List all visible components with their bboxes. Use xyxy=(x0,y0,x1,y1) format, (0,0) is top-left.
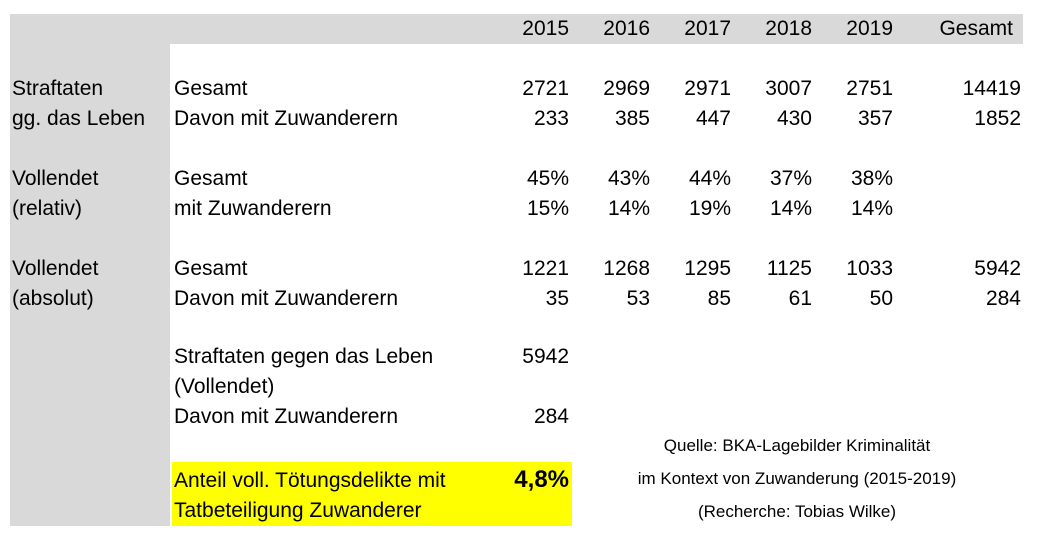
row-label: Gesamt xyxy=(174,257,248,280)
source-line: im Kontext von Zuwanderung (2015-2019) xyxy=(637,469,957,488)
total-cell: 14419 xyxy=(962,77,1021,100)
row-label: Gesamt xyxy=(174,167,248,190)
section-label: Vollendet xyxy=(12,257,99,280)
year-header: 2016 xyxy=(603,17,650,40)
highlight-label: Tatbeteiligung Zuwanderer xyxy=(174,499,422,522)
summary-label: (Vollendet) xyxy=(174,375,275,398)
table-cell: 1033 xyxy=(846,257,893,280)
row-label: Gesamt xyxy=(174,77,248,100)
table-cell: 2721 xyxy=(522,77,569,100)
table-cell: 35 xyxy=(545,287,569,310)
total-cell: 5942 xyxy=(974,257,1021,280)
total-cell: 284 xyxy=(985,287,1021,310)
table-cell: 43% xyxy=(607,167,650,190)
year-header: 2017 xyxy=(684,17,731,40)
highlight-value: 4,8% xyxy=(514,466,569,493)
table-cell: 1268 xyxy=(603,257,650,280)
table-cell: 233 xyxy=(533,107,569,130)
table-cell: 14% xyxy=(850,197,893,220)
summary-label: Straftaten gegen das Leben xyxy=(174,345,434,368)
summary-value: 284 xyxy=(533,405,569,428)
table-cell: 37% xyxy=(769,167,812,190)
row-label: Davon mit Zuwanderern xyxy=(174,107,399,130)
table-cell: 1125 xyxy=(766,257,812,280)
summary-label: Davon mit Zuwanderern xyxy=(174,405,399,428)
table-cell: 14% xyxy=(769,197,812,220)
highlight-cell-background xyxy=(172,462,572,526)
year-header: 2019 xyxy=(846,17,893,40)
table-cell: 14% xyxy=(607,197,650,220)
table-cell: 61 xyxy=(788,287,812,310)
table-cell: 357 xyxy=(857,107,893,130)
total-cell: 1852 xyxy=(974,107,1021,130)
year-header: 2015 xyxy=(522,17,569,40)
table-cell: 430 xyxy=(776,107,812,130)
table-cell: 2751 xyxy=(846,77,893,100)
table-cell: 1221 xyxy=(522,257,569,280)
table-cell: 2969 xyxy=(603,77,650,100)
highlight-label: Anteil voll. Tötungsdelikte mit xyxy=(174,469,446,492)
header-row-background xyxy=(10,14,1023,44)
table-cell: 38% xyxy=(850,167,893,190)
summary-value: 5942 xyxy=(522,345,569,368)
table-cell: 15% xyxy=(526,197,569,220)
total-header: Gesamt xyxy=(939,17,1013,40)
table-cell: 19% xyxy=(688,197,731,220)
table-cell: 385 xyxy=(614,107,650,130)
table-cell: 447 xyxy=(695,107,731,130)
source-line: Quelle: BKA-Lagebilder Kriminalität xyxy=(663,436,931,455)
table-cell: 1295 xyxy=(684,257,731,280)
source-line: (Recherche: Tobias Wilke) xyxy=(697,502,897,521)
row-label: Davon mit Zuwanderern xyxy=(174,287,399,310)
row-label: mit Zuwanderern xyxy=(174,197,332,220)
section-label: (relativ) xyxy=(12,197,83,220)
table-cell: 3007 xyxy=(765,77,812,100)
section-label: (absolut) xyxy=(12,287,94,310)
section-label: Vollendet xyxy=(12,167,99,190)
table-cell: 85 xyxy=(707,287,731,310)
table-cell: 2971 xyxy=(684,77,731,100)
table-cell: 45% xyxy=(526,167,569,190)
table-cell: 53 xyxy=(626,287,650,310)
row-label-column-background xyxy=(10,14,170,526)
table-cell: 50 xyxy=(869,287,893,310)
table-cell: 44% xyxy=(688,167,731,190)
year-header: 2018 xyxy=(765,17,812,40)
section-label: Straftaten xyxy=(12,77,104,100)
section-label: gg. das Leben xyxy=(12,107,146,130)
